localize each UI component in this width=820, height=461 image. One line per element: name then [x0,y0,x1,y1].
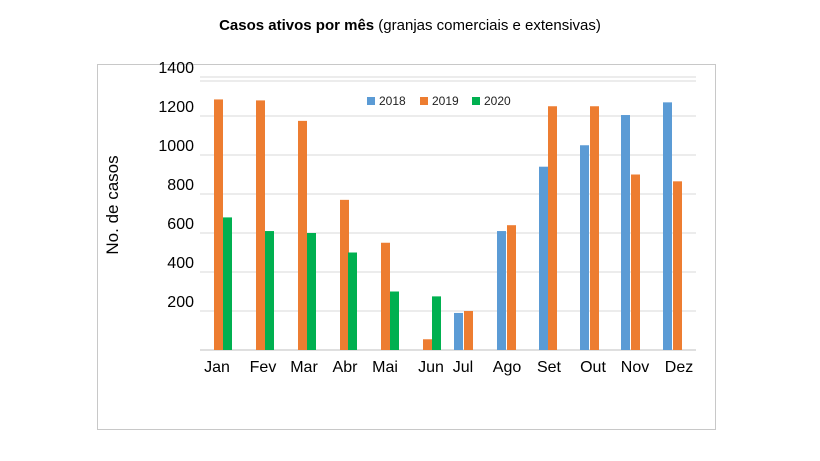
y-tick-label: 600 [167,216,194,233]
bar-2019-Ago [507,225,516,350]
bar-2020-Fev [265,231,274,350]
gridlines [200,76,696,351]
legend-swatch-2020 [472,97,480,105]
legend-swatch-2019 [420,97,428,105]
bar-2020-Abr [348,252,357,350]
bar-2020-Mar [307,233,316,350]
bar-2020-Jan [223,217,232,350]
bar-2019-Nov [631,174,640,350]
chart-title-rest: (granjas comerciais e extensivas) [374,17,601,34]
bar-2019-Mar [298,120,307,350]
y-tick-label: 1200 [158,99,194,116]
x-tick-label: Nov [621,359,649,376]
y-tick-label: 1400 [158,60,194,77]
bar-2019-Fev [256,100,265,351]
x-tick-label: Jan [204,359,230,376]
legend-label-2019: 2019 [432,94,459,108]
chart-frame [97,64,716,430]
bar-2020-Mai [390,291,399,350]
y-tick-label: 200 [167,294,194,311]
bar-2018-Set [539,166,548,350]
x-axis-ticks: Jan Fev Mar Abr Mai Jun Jul Ago Set Out Nov Dez [204,359,693,376]
legend-label-2018: 2018 [379,94,406,108]
bar-2018-Ago [497,231,506,350]
y-tick-label: 400 [167,255,194,272]
bar-2019-Set [548,106,557,350]
y-tick-label: 800 [167,177,194,194]
bar-2020-Jun [432,296,441,350]
bar-2018-Dez [663,102,672,350]
x-tick-label: Fev [250,359,277,376]
x-tick-label: Set [537,359,562,376]
x-tick-label: Mai [372,359,398,376]
x-tick-label: Jun [418,359,444,376]
legend: 2018 2019 2020 [367,94,511,108]
legend-label-2020: 2020 [484,94,511,108]
x-tick-label: Jul [453,359,473,376]
x-tick-label: Dez [665,359,693,376]
chart-title: Casos ativos por mês (granjas comerciais… [0,17,820,34]
bar-2019-Mai [381,242,390,350]
bar-2018-Jul [454,312,463,350]
bars [214,99,682,351]
bar-2019-Jul [464,311,473,350]
y-tick-label: 1000 [158,138,194,155]
bar-2019-Jun [423,339,432,350]
y-axis-ticks: 200 400 600 800 1000 1200 1400 [158,60,194,311]
x-tick-label: Ago [493,359,522,376]
bar-2018-Out [580,145,589,350]
chart-title-bold: Casos ativos por mês [219,17,375,34]
bar-2019-Abr [340,199,349,350]
x-tick-label: Out [580,359,606,376]
y-axis-label: No. de casos [103,155,122,254]
bar-2019-Jan [214,99,223,350]
legend-swatch-2018 [367,97,375,105]
x-tick-label: Abr [333,359,359,376]
bar-2019-Dez [673,181,682,350]
bar-2018-Nov [621,115,630,351]
x-tick-label: Mar [290,359,318,376]
bar-2019-Out [590,106,599,350]
